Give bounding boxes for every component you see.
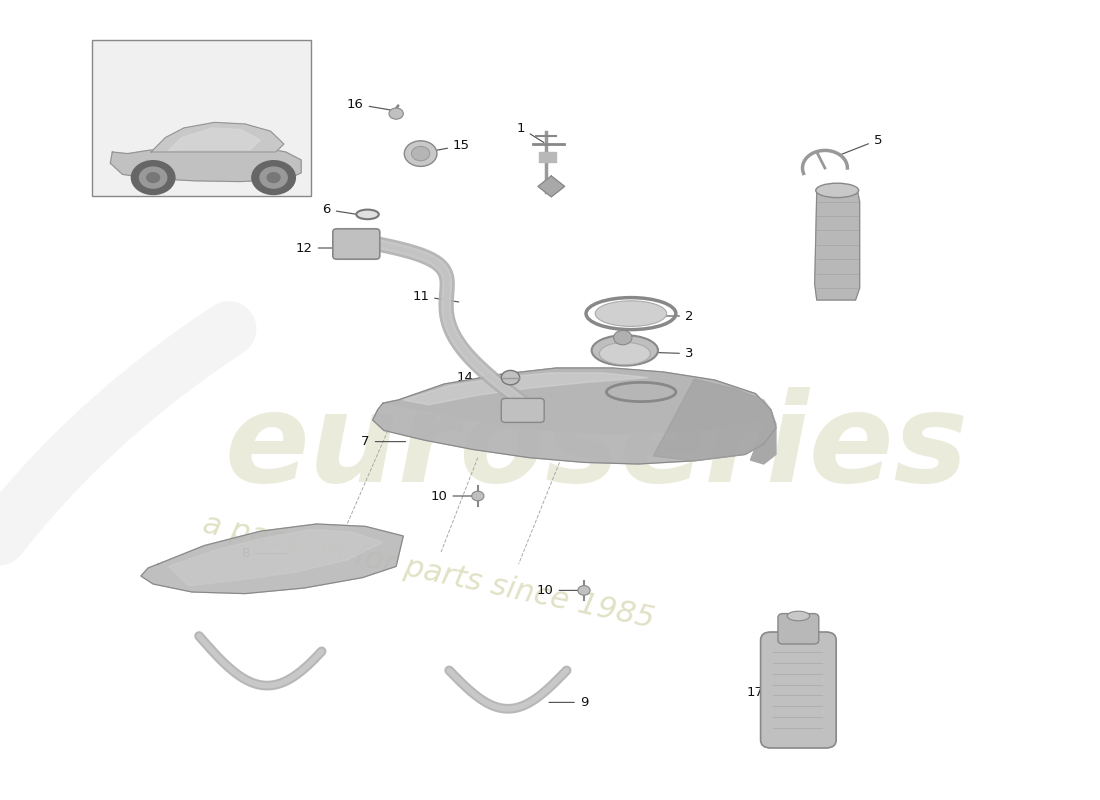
Text: 15: 15 (421, 139, 470, 153)
Polygon shape (539, 152, 557, 162)
FancyBboxPatch shape (502, 398, 544, 422)
Circle shape (389, 108, 404, 119)
Text: 5: 5 (839, 134, 882, 155)
Circle shape (578, 586, 590, 595)
Text: 8: 8 (241, 547, 288, 560)
FancyBboxPatch shape (778, 614, 818, 644)
Text: 7: 7 (361, 435, 406, 448)
Circle shape (266, 172, 280, 183)
Text: 1: 1 (516, 122, 543, 142)
Text: 16: 16 (346, 98, 390, 110)
Text: 9: 9 (549, 696, 588, 709)
Polygon shape (141, 524, 404, 594)
Polygon shape (653, 379, 776, 461)
Text: 3: 3 (641, 347, 693, 360)
Text: a passion for parts since 1985: a passion for parts since 1985 (200, 510, 658, 634)
Polygon shape (373, 368, 776, 464)
Polygon shape (750, 410, 776, 464)
Circle shape (614, 330, 632, 345)
Circle shape (502, 370, 519, 385)
Polygon shape (168, 530, 383, 586)
Polygon shape (110, 146, 301, 182)
FancyBboxPatch shape (333, 229, 380, 259)
Text: 13: 13 (470, 402, 518, 414)
Polygon shape (383, 368, 771, 434)
Ellipse shape (600, 342, 650, 365)
Ellipse shape (788, 611, 810, 621)
Circle shape (139, 166, 167, 189)
Ellipse shape (356, 210, 378, 219)
Text: 6: 6 (322, 203, 365, 216)
Text: 12: 12 (296, 242, 346, 254)
Circle shape (260, 166, 288, 189)
Circle shape (411, 146, 430, 161)
FancyBboxPatch shape (92, 40, 311, 196)
Circle shape (146, 172, 161, 183)
Text: 2: 2 (646, 310, 693, 322)
Polygon shape (151, 122, 284, 152)
Text: 17: 17 (747, 686, 795, 698)
Circle shape (251, 160, 296, 195)
Text: 10: 10 (537, 584, 581, 597)
Text: 10: 10 (430, 490, 475, 502)
FancyBboxPatch shape (760, 632, 836, 748)
Polygon shape (168, 128, 261, 150)
Text: euroseries: euroseries (224, 387, 969, 509)
Ellipse shape (592, 335, 658, 366)
Text: 4: 4 (651, 386, 704, 398)
Text: 11: 11 (412, 290, 459, 302)
Polygon shape (815, 192, 859, 300)
Polygon shape (404, 373, 648, 405)
Ellipse shape (816, 183, 859, 198)
Text: 14: 14 (456, 371, 508, 384)
Circle shape (131, 160, 176, 195)
Polygon shape (538, 176, 564, 197)
Circle shape (405, 141, 437, 166)
Circle shape (472, 491, 484, 501)
Ellipse shape (595, 301, 667, 326)
